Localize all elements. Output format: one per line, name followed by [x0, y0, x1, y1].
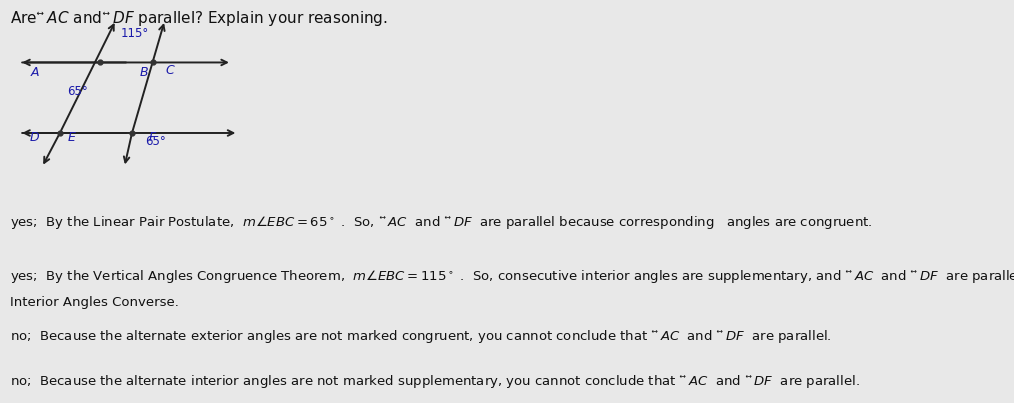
Text: 115°: 115°: [121, 27, 149, 40]
Text: B: B: [139, 66, 148, 79]
Text: D: D: [29, 131, 39, 144]
Text: Are $\overleftrightarrow{AC}$ and $\overleftrightarrow{DF}$ parallel? Explain yo: Are $\overleftrightarrow{AC}$ and $\over…: [10, 9, 387, 28]
Text: Interior Angles Converse.: Interior Angles Converse.: [10, 296, 178, 309]
Text: C: C: [165, 64, 173, 77]
Text: no;  Because the alternate exterior angles are not marked congruent, you cannot : no; Because the alternate exterior angle…: [10, 328, 831, 345]
Text: yes;  By the Linear Pair Postulate,  $m\angle EBC = 65^\circ$ .  So,  $\overleft: yes; By the Linear Pair Postulate, $m\an…: [10, 214, 872, 231]
Text: F: F: [149, 131, 156, 144]
Text: A: A: [31, 66, 40, 79]
Text: no;  Because the alternate interior angles are not marked supplementary, you can: no; Because the alternate interior angle…: [10, 373, 860, 390]
Text: 65°: 65°: [68, 85, 88, 98]
Text: E: E: [68, 131, 75, 144]
Text: 65°: 65°: [145, 135, 165, 148]
Text: yes;  By the Vertical Angles Congruence Theorem,  $m\angle EBC = 115^\circ$ .  S: yes; By the Vertical Angles Congruence T…: [10, 268, 1014, 285]
